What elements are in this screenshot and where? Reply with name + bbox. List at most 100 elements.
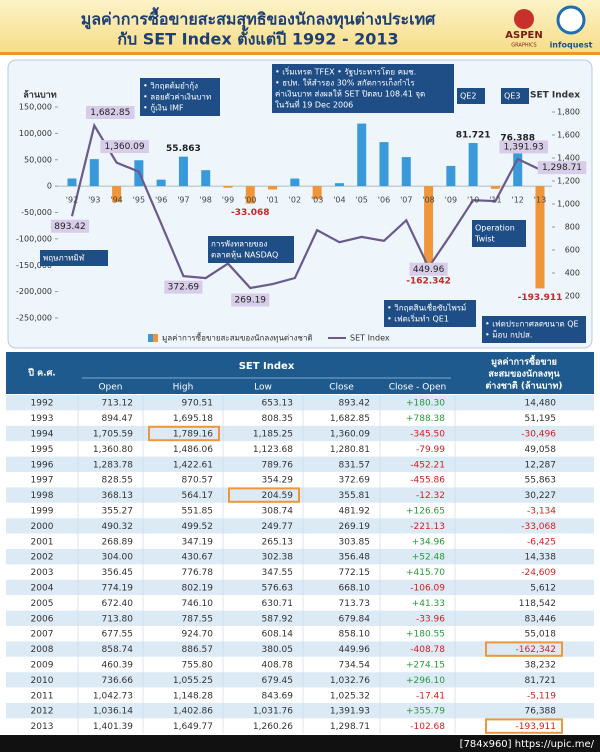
- x-tick-label: '09: [445, 196, 457, 205]
- table-cell: 2002: [31, 553, 54, 563]
- table-cell: 304.00: [102, 553, 134, 563]
- bar: [490, 186, 500, 189]
- table-cell: 858.10: [339, 630, 371, 640]
- bar: [468, 143, 478, 187]
- bar: [334, 183, 344, 187]
- table-row: [6, 518, 594, 534]
- table-cell: +34.96: [412, 537, 446, 547]
- y2-tick-label: 1,400: [557, 154, 580, 163]
- table-cell: 679.45: [262, 676, 294, 686]
- bar: [112, 186, 122, 203]
- table-cell: 2007: [31, 630, 54, 640]
- annotation-text: • เฟดประกาศลดขนาด QE: [485, 320, 579, 329]
- table-cell: 204.59: [262, 491, 294, 501]
- x-tick-label: '03: [311, 196, 323, 205]
- table-cell: 302.38: [262, 553, 294, 563]
- footer: [784x960] https://upic.me/: [460, 739, 595, 750]
- x-tick-label: '99: [222, 196, 234, 205]
- table-cell: 355.27: [102, 507, 134, 517]
- table-cell: 1,649.77: [173, 722, 213, 732]
- line-label-box: [85, 105, 135, 119]
- x-tick-label: '94: [110, 196, 122, 205]
- x-tick-label: '01: [266, 196, 278, 205]
- table-cell: 713.73: [339, 599, 371, 609]
- bar-value-label: -162.342: [406, 276, 451, 286]
- annotation-text: การพังทลายของ: [211, 240, 267, 249]
- table-cell: 1,036.14: [93, 707, 133, 717]
- bar: [357, 123, 367, 187]
- y2-tick-label: 600: [565, 246, 580, 255]
- table-cell: 653.13: [262, 399, 294, 409]
- y-tick-label: -200,000: [16, 287, 52, 296]
- table-cell: 870.57: [182, 476, 214, 486]
- cell-highlight: [485, 718, 563, 734]
- table-cell: 1,031.76: [253, 707, 293, 717]
- table-cell: 356.48: [339, 553, 371, 563]
- table-cell: -17.41: [416, 691, 445, 701]
- table-cell: 587.92: [262, 614, 294, 624]
- table-cell: 1997: [31, 476, 54, 486]
- logo-icon: [556, 5, 586, 35]
- table-cell: 755.80: [182, 661, 214, 671]
- table-cell: -408.78: [410, 645, 445, 655]
- annotation-box: [272, 64, 454, 113]
- table-cell: 249.77: [262, 522, 294, 532]
- table-cell: 1,283.78: [93, 460, 133, 470]
- table-cell: 1,486.06: [173, 445, 213, 455]
- logo-right: infoquest: [550, 41, 593, 50]
- y2-axis-title: SET Index: [530, 91, 580, 101]
- y-tick-label: -150,000: [16, 261, 52, 270]
- table-cell: -5,119: [527, 691, 556, 701]
- table-cell: 303.85: [339, 537, 371, 547]
- cell-highlight: [485, 641, 563, 657]
- table-cell: 308.74: [262, 507, 294, 517]
- table-cell: 1996: [31, 460, 54, 470]
- table-cell: 14,480: [525, 399, 557, 409]
- table-header: [6, 352, 594, 394]
- table-row: [6, 502, 594, 519]
- table-cell: 787.55: [182, 614, 214, 624]
- table-cell: -6,425: [527, 537, 556, 547]
- table-row: [6, 441, 594, 457]
- table-cell: 449.96: [339, 645, 371, 655]
- line-value-label: 1,682.85: [90, 108, 130, 118]
- bar: [223, 186, 233, 188]
- bar: [67, 178, 77, 187]
- table-cell: 1,695.18: [173, 414, 213, 424]
- table-cell: +274.15: [406, 661, 445, 671]
- y-axis-title: ล้านบาท: [23, 90, 56, 101]
- line-value-label: 1,391.93: [504, 142, 544, 152]
- line-label-box: [50, 219, 90, 233]
- table-row: [6, 472, 594, 488]
- line-label-box: [100, 140, 149, 154]
- table-cell: 269.19: [339, 522, 371, 532]
- line-value-label: 1,360.09: [105, 142, 145, 152]
- table-cell: 1,055.25: [173, 676, 213, 686]
- table-cell: 55,863: [525, 476, 557, 486]
- table-cell: 679.84: [339, 614, 371, 624]
- x-tick-label: '05: [356, 196, 368, 205]
- table-cell: 608.14: [262, 630, 294, 640]
- table-cell: 354.29: [262, 476, 294, 486]
- x-tick-label: '97: [177, 196, 189, 205]
- table-cell: -33.96: [416, 614, 445, 624]
- line-value-label: 893.42: [54, 222, 86, 232]
- table-cell: 886.57: [182, 645, 214, 655]
- bar-value-label: -193.911: [518, 293, 563, 303]
- bar: [379, 142, 389, 187]
- bar: [535, 186, 545, 289]
- table-cell: -345.50: [410, 430, 445, 440]
- y2-tick-label: 1,200: [557, 177, 580, 186]
- legend-swatch: [148, 334, 153, 342]
- table-header-cell: Open: [98, 383, 122, 393]
- annotation-text: • เริ่มเทรด TFEX • รัฐประหารโดย คมช.: [275, 66, 416, 77]
- annotation-text: • ลอยตัวค่าเงินบาท: [143, 93, 211, 102]
- table-row: [6, 579, 594, 596]
- table-cell: -33,068: [521, 522, 556, 532]
- table-cell: 1999: [31, 507, 54, 517]
- annotation-text: • เฟดเริ่มทำ QE1: [387, 313, 449, 324]
- table-cell: 1,402.86: [173, 707, 213, 717]
- table-cell: 355.81: [339, 491, 371, 501]
- table-cell: 1,025.32: [330, 691, 370, 701]
- table-row: [6, 718, 594, 734]
